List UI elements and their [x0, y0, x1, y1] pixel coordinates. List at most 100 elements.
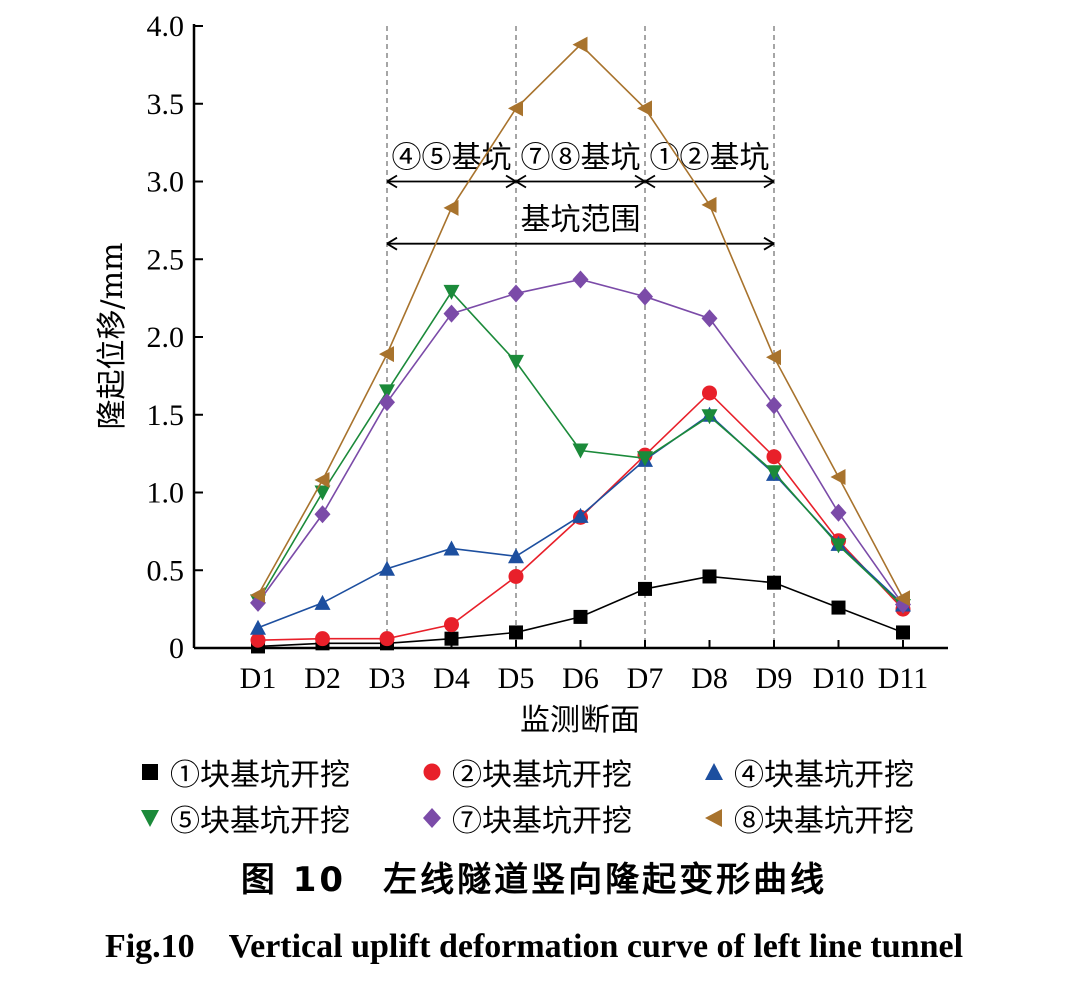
data-point — [379, 393, 395, 412]
x-tick-label: D10 — [813, 662, 865, 695]
y-tick-label: 0 — [169, 632, 184, 665]
data-point — [508, 284, 524, 303]
y-tick-label: 0.5 — [147, 554, 185, 587]
arrow-head — [634, 174, 646, 189]
data-point — [509, 625, 523, 640]
x-tick-label: D1 — [240, 662, 277, 695]
x-tick-label: D9 — [756, 662, 793, 695]
data-point — [573, 609, 588, 624]
data-point — [379, 560, 395, 576]
y-tick-label: 3.5 — [147, 88, 185, 121]
legend-marker — [705, 763, 723, 780]
annotation-range: ④⑤基坑 — [386, 141, 517, 189]
legend-label: ⑧块基坑开挖 — [734, 804, 914, 839]
data-point — [508, 354, 524, 370]
y-tick-label: 4.0 — [147, 10, 185, 43]
data-point — [423, 808, 441, 828]
y-axis-title: 隆起位移/mm — [95, 242, 130, 429]
data-point — [831, 600, 846, 615]
arrow-head — [386, 236, 398, 251]
legend-marker — [423, 808, 441, 828]
legend-label: ②块基坑开挖 — [452, 758, 632, 793]
data-point — [767, 575, 781, 590]
data-point — [766, 465, 782, 481]
arrow-head — [515, 174, 527, 189]
legend-marker — [141, 810, 159, 827]
data-point — [638, 581, 652, 596]
data-point — [701, 196, 717, 213]
data-point — [766, 449, 782, 465]
data-point — [572, 270, 589, 289]
data-point — [705, 763, 723, 780]
legend-item: ⑦块基坑开挖 — [420, 798, 702, 839]
data-point — [443, 199, 459, 216]
y-tick-label: 2.5 — [147, 243, 185, 276]
annotation-range: ⑦⑧基坑 — [515, 141, 646, 189]
x-tick-label: D3 — [369, 662, 406, 695]
y-tick-label: 3.0 — [147, 166, 185, 199]
data-point — [379, 346, 394, 363]
data-point — [702, 569, 717, 584]
legend-item: ⑧块基坑开挖 — [702, 798, 958, 839]
data-point — [250, 619, 266, 635]
data-point — [379, 384, 395, 400]
annotation-range: 基坑范围 — [386, 203, 775, 251]
data-point — [572, 36, 588, 53]
data-point — [637, 287, 653, 306]
data-point — [508, 100, 523, 117]
series-3 — [250, 406, 911, 635]
arrow-head — [763, 236, 775, 251]
legend-marker — [142, 764, 158, 780]
x-tick-label: D4 — [433, 662, 470, 695]
figure-caption-cn: 图 10 左线隧道竖向隆起变形曲线 — [240, 860, 828, 900]
y-tick-label: 1.0 — [147, 477, 185, 510]
legend-item: ①块基坑开挖 — [138, 752, 420, 793]
legend-marker — [423, 763, 441, 781]
legend-label: ⑦块基坑开挖 — [452, 804, 632, 839]
data-point — [830, 468, 846, 485]
data-point — [444, 631, 459, 646]
data-point — [766, 396, 782, 415]
y-tick-label: 2.0 — [147, 321, 185, 354]
x-tick-label: D8 — [691, 662, 728, 695]
data-point — [443, 284, 460, 300]
data-point — [142, 764, 158, 780]
figure-caption-en: Fig.10 Vertical uplift deformation curve… — [104, 928, 964, 965]
data-point — [443, 304, 460, 323]
data-point — [702, 385, 717, 401]
data-point — [379, 631, 395, 647]
arrow-head — [386, 174, 398, 189]
legend-item: ②块基坑开挖 — [420, 752, 702, 793]
data-point — [315, 631, 330, 647]
data-point — [314, 594, 331, 610]
data-point — [830, 538, 847, 554]
data-point — [705, 809, 722, 827]
x-tick-label: D7 — [627, 662, 664, 695]
data-point — [444, 617, 459, 633]
y-tick-label: 1.5 — [147, 399, 185, 432]
x-axis-title: 监测断面 — [520, 703, 640, 738]
annotation-label: ⑦⑧基坑 — [521, 141, 641, 176]
data-point — [637, 100, 652, 117]
legend-item: ④块基坑开挖 — [702, 752, 958, 793]
arrow-head — [644, 174, 656, 189]
data-point — [443, 540, 460, 556]
data-point — [314, 505, 331, 524]
series-4 — [250, 284, 911, 615]
data-point — [250, 632, 266, 648]
data-point — [572, 507, 589, 523]
x-tick-label: D5 — [498, 662, 535, 695]
data-point — [701, 409, 718, 425]
data-point — [423, 763, 441, 781]
series-5 — [250, 270, 911, 614]
line-chart: 隆起位移/mm 监测断面 0 0.5 1.0 1.5 2.0 2.5 3.0 3.5 4.0 D1… — [95, 10, 948, 738]
data-point — [896, 625, 910, 640]
annotation-label: ④⑤基坑 — [392, 141, 512, 176]
x-tick-label: D11 — [878, 662, 929, 695]
data-point — [572, 443, 589, 459]
data-point — [508, 548, 524, 564]
data-point — [766, 349, 781, 366]
data-point — [508, 568, 524, 584]
data-point — [637, 451, 653, 467]
arrow-head — [763, 174, 775, 189]
